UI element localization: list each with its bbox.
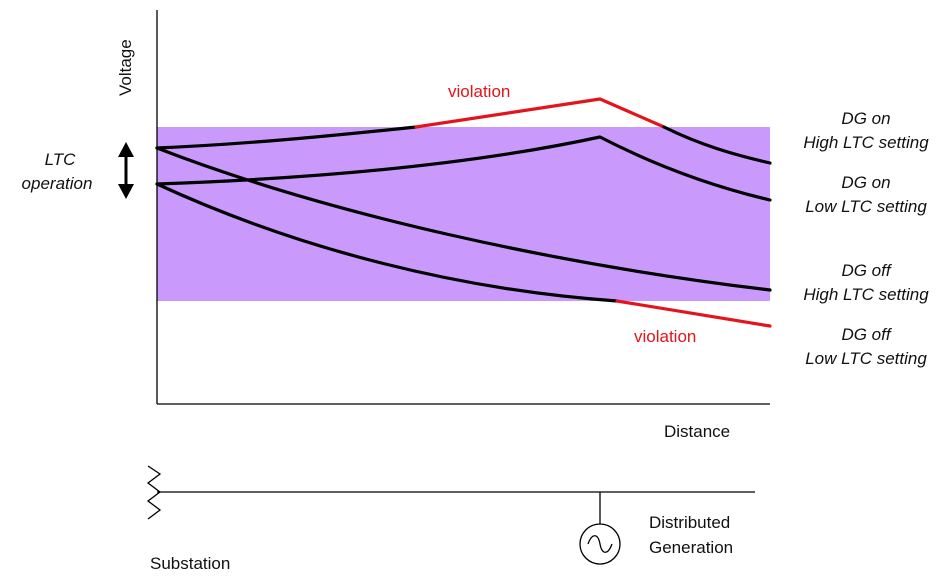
ltc-label-line1: LTC [45, 150, 77, 169]
substation-label: Substation [150, 554, 230, 573]
y-axis-label: Voltage [116, 39, 135, 96]
curve-dg-on-high-ltc-tail [662, 125, 772, 165]
curve-dg-off-low-ltc [155, 182, 619, 303]
curve-dg-off-low-ltc-violation [615, 299, 772, 328]
generator-icon [579, 523, 621, 565]
curve-dg-on-high-ltc [155, 125, 418, 150]
x-axis-label: Distance [664, 422, 730, 441]
dg-label-line1: Distributed [649, 513, 730, 532]
curve-label-4-line1: DG off [841, 325, 892, 344]
curve-dg-on-low-ltc [155, 135, 772, 202]
violation-label-lower: violation [634, 327, 696, 346]
curve-label-2-line1: DG on [841, 173, 890, 192]
curve-label-3-line2: High LTC setting [803, 285, 929, 304]
curve-label-1-line1: DG on [841, 109, 890, 128]
curve-dg-off-high-ltc [155, 146, 772, 292]
acceptable-voltage-band [157, 127, 770, 301]
curve-label-2-line2: Low LTC setting [805, 197, 927, 216]
curve-label-3-line1: DG off [841, 261, 892, 280]
curve-dg-on-high-ltc-violation [414, 97, 666, 129]
curve-label-1-line2: High LTC setting [803, 133, 929, 152]
dg-label-line2: Generation [649, 538, 733, 557]
ltc-label-line2: operation [22, 174, 93, 193]
curve-label-4-line2: Low LTC setting [805, 349, 927, 368]
ltc-double-arrow-icon [118, 142, 134, 199]
violation-label-upper: violation [448, 82, 510, 101]
